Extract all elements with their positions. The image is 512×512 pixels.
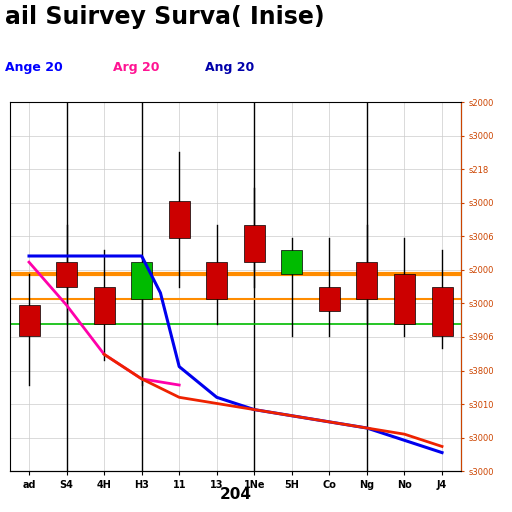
Bar [168, 201, 190, 238]
Bar [56, 262, 77, 287]
Bar [319, 287, 340, 311]
Text: 204: 204 [220, 487, 251, 502]
Bar [356, 262, 377, 299]
Bar [281, 250, 303, 274]
Bar [18, 305, 39, 336]
Text: Ange 20: Ange 20 [5, 61, 63, 74]
Text: ail Suirvey Surva( Inise): ail Suirvey Surva( Inise) [5, 5, 325, 29]
Bar [394, 274, 415, 324]
Bar [206, 262, 227, 299]
Text: Ang 20: Ang 20 [205, 61, 254, 74]
Bar [94, 287, 115, 324]
Text: Arg 20: Arg 20 [113, 61, 159, 74]
Bar [244, 225, 265, 262]
Bar [131, 262, 152, 299]
Bar [432, 287, 453, 336]
